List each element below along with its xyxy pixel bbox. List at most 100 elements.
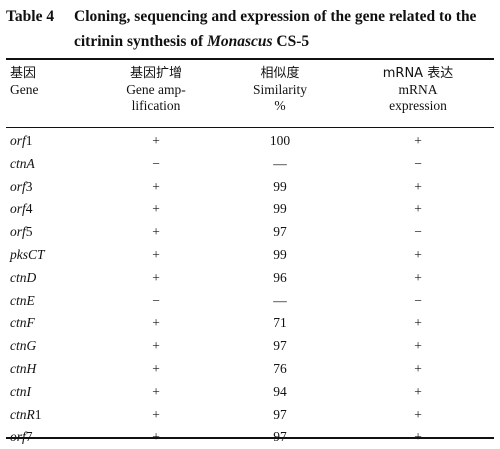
table-row: ctnR1 + 97 +	[6, 404, 494, 427]
similarity-value: 100	[269, 133, 291, 148]
header-expression-en1: mRNA	[398, 82, 438, 97]
similarity-value: —	[273, 155, 287, 171]
table-row: orf1 + 100 +	[6, 130, 494, 153]
gene-amplification: +	[152, 133, 160, 148]
mrna-expression: −	[414, 155, 422, 171]
header-similarity-zh: 相似度	[260, 66, 300, 81]
similarity-value: 96	[273, 269, 287, 285]
gene-amplification: +	[96, 426, 216, 449]
gene-name-text: orf	[10, 429, 26, 445]
table-row: ctnF + 71 +	[6, 312, 494, 335]
gene-name: orf5	[10, 221, 33, 244]
mrna-expression: +	[414, 315, 422, 331]
gene-name-text: ctnD	[10, 269, 37, 285]
similarity-value: 76	[273, 360, 287, 376]
similarity-value: —	[273, 292, 287, 308]
table-body: orf1 + 100 + ctnA − — − orf3 + 99 + orf4…	[6, 130, 494, 449]
gene-name: ctnE	[10, 290, 35, 313]
header-expression-en2: expression	[389, 98, 447, 113]
gene-name: ctnR1	[10, 404, 42, 427]
gene-name-number: 1	[25, 133, 33, 148]
header-similarity-en: Similarity	[253, 82, 307, 97]
gene-name: pksCT	[10, 244, 45, 267]
similarity-value: 71	[273, 315, 287, 331]
gene-name: ctnD	[10, 267, 36, 290]
table-row: ctnH + 76 +	[6, 358, 494, 381]
gene-name: ctnG	[10, 335, 36, 358]
header-amplification-en1: Gene amp-	[126, 82, 186, 97]
header-amplification: 基因扩增 Gene amp- lification	[96, 66, 216, 114]
gene-name-text: orf	[10, 178, 26, 194]
top-rule	[6, 58, 494, 60]
gene-name-text: ctnI	[10, 383, 31, 399]
header-amplification-en2: lification	[131, 98, 181, 113]
gene-amplification: +	[152, 224, 160, 240]
mrna-expression: +	[414, 406, 422, 422]
gene-amplification: +	[152, 246, 160, 262]
mrna-expression: +	[414, 338, 422, 354]
caption-line-2-suffix: CS-5	[272, 33, 310, 50]
table-row: pksCT + 99 +	[6, 244, 494, 267]
gene-amplification: +	[152, 178, 160, 194]
gene-name-text: orf	[10, 224, 26, 240]
gene-amplification: +	[152, 383, 160, 399]
header-expression: mRNA 表达 mRNA expression	[350, 66, 486, 114]
header-gene-en: Gene	[10, 82, 39, 97]
gene-name-text: ctnA	[10, 155, 35, 171]
gene-name-number: 4	[25, 201, 33, 217]
gene-amplification: +	[152, 269, 160, 285]
gene-name: ctnI	[10, 381, 31, 404]
mrna-expression: +	[414, 383, 422, 399]
gene-amplification: +	[152, 315, 160, 331]
bottom-rule	[6, 437, 494, 439]
caption-line-2: citrinin synthesis of Monascus CS-5	[6, 29, 496, 54]
table-row: orf5 + 97 −	[6, 221, 494, 244]
caption-line-1: Cloning, sequencing and expression of th…	[74, 8, 477, 25]
mrna-expression: +	[414, 246, 422, 262]
gene-name: orf7	[10, 426, 33, 449]
header-amplification-zh: 基因扩增	[129, 66, 182, 81]
gene-name-number: 3	[25, 178, 33, 194]
table-row: ctnE − — −	[6, 290, 494, 313]
caption-line-2-prefix: citrinin synthesis of	[74, 33, 208, 50]
gene-name: ctnH	[10, 358, 36, 381]
table-row: orf3 + 99 +	[6, 176, 494, 199]
gene-amplification: −	[152, 292, 160, 308]
header-similarity-unit: %	[274, 98, 286, 113]
table-number: Table 4	[6, 8, 55, 25]
gene-amplification: +	[152, 406, 160, 422]
gene-name: orf4	[10, 198, 33, 221]
mrna-expression: +	[414, 269, 422, 285]
table-row: ctnA − — −	[6, 153, 494, 176]
gene-name-number: 5	[25, 224, 33, 240]
gene-amplification: −	[152, 155, 160, 171]
similarity-value: 99	[273, 246, 287, 262]
table-row: ctnG + 97 +	[6, 335, 494, 358]
caption-genus: Monascus	[207, 33, 273, 50]
mrna-expression: −	[414, 292, 422, 308]
gene-amplification: +	[152, 201, 160, 217]
similarity-value: 97	[273, 224, 287, 240]
gene-name-text: orf	[10, 201, 26, 217]
header-expression-zh: mRNA 表达	[382, 66, 454, 81]
similarity-value: 99	[273, 201, 287, 217]
header-gene-zh: 基因	[10, 66, 37, 81]
gene-name-text: ctnR	[10, 406, 35, 422]
gene-name: ctnA	[10, 153, 35, 176]
table-header: 基因 Gene 基因扩增 Gene amp- lification 相似度 Si…	[6, 66, 494, 124]
table-row: orf4 + 99 +	[6, 198, 494, 221]
similarity-value: 99	[273, 178, 287, 194]
gene-amplification: +	[152, 360, 160, 376]
header-gene: 基因 Gene	[10, 66, 38, 98]
header-rule	[6, 127, 494, 128]
similarity-value: 97	[220, 426, 340, 449]
gene-amplification: +	[152, 338, 160, 354]
gene-name-text: pksCT	[10, 246, 45, 262]
mrna-expression: +	[414, 201, 422, 217]
similarity-value: 97	[273, 406, 287, 422]
table-row: ctnD + 96 +	[6, 267, 494, 290]
similarity-value: 97	[273, 338, 287, 354]
table-caption: Table 4 Cloning, sequencing and expressi…	[6, 4, 496, 54]
mrna-expression: +	[414, 360, 422, 376]
